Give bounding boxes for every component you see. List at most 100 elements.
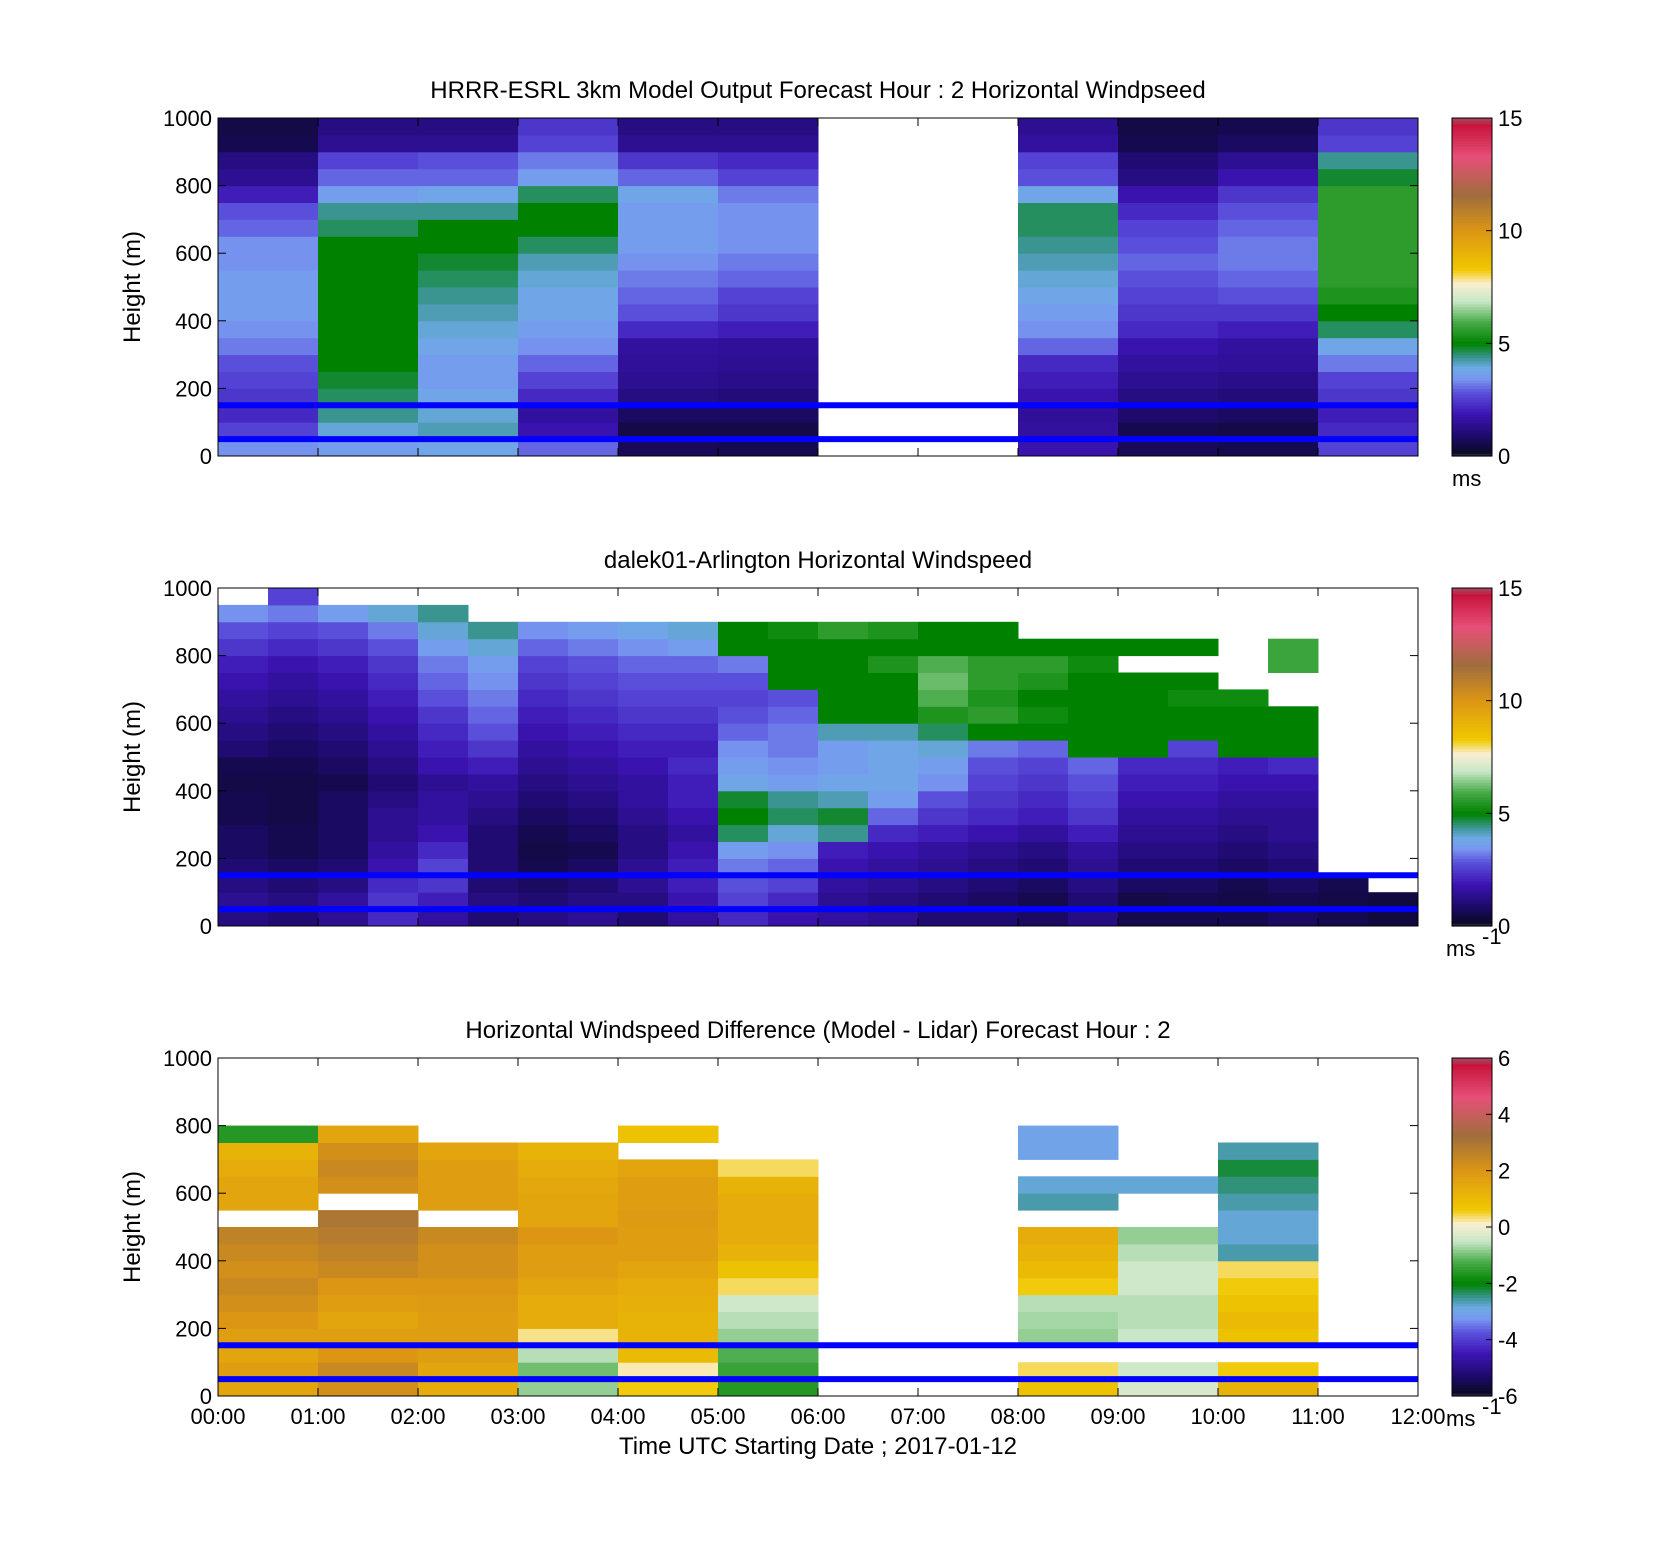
heatmap-cell — [518, 1328, 619, 1346]
colorbar-swatch — [1452, 1131, 1492, 1135]
colorbar-swatch — [1452, 903, 1492, 907]
heatmap-cell — [918, 892, 969, 910]
heatmap-cell — [718, 405, 819, 423]
colorbar-swatch — [1452, 427, 1492, 432]
colorbar-swatch — [1452, 227, 1492, 232]
colorbar-swatch — [1452, 1300, 1492, 1304]
heatmap-cell — [418, 875, 469, 893]
heatmap-cell — [718, 354, 819, 372]
heatmap-cell — [468, 655, 519, 673]
heatmap-cell — [718, 303, 819, 322]
heatmap-cells — [218, 1125, 1319, 1397]
heatmap-cell — [268, 604, 319, 623]
heatmap-cell — [1118, 371, 1219, 389]
heatmap-cell — [1018, 757, 1069, 775]
colorbar-tick-label: 0 — [1498, 914, 1510, 939]
heatmap-cell — [1068, 892, 1119, 910]
heatmap-cell — [1318, 422, 1419, 440]
heatmap-cell — [218, 1243, 319, 1262]
heatmap-cell — [468, 723, 519, 741]
colorbar-swatch — [1452, 1387, 1492, 1391]
heatmap-cell — [418, 303, 519, 322]
heatmap-cell — [1218, 790, 1269, 809]
heatmap-cell — [1018, 1227, 1119, 1245]
heatmap-cell — [318, 875, 369, 893]
colorbar-swatch — [1452, 711, 1492, 716]
heatmap-cell — [1068, 689, 1119, 707]
colorbar-swatch — [1452, 239, 1492, 243]
heatmap-cell — [568, 621, 619, 640]
colorbar-swatch — [1452, 782, 1492, 786]
colorbar-swatch — [1452, 1201, 1492, 1206]
colorbar-swatch — [1452, 396, 1492, 401]
heatmap-cell — [268, 740, 319, 758]
heatmap-cell — [1018, 706, 1069, 724]
colorbar-swatch — [1452, 1159, 1492, 1163]
heatmap-cell — [1018, 185, 1119, 203]
colorbar-swatch — [1452, 880, 1492, 885]
colorbar-swatch — [1452, 714, 1492, 719]
heatmap-cell — [1118, 1227, 1219, 1245]
colorbar-swatch — [1452, 1207, 1492, 1211]
heatmap-cell — [718, 1243, 819, 1262]
y-tick-label: 1000 — [163, 1046, 212, 1071]
heatmap-cell — [668, 672, 719, 690]
heatmap-cell — [1068, 638, 1119, 657]
colorbar-swatch — [1452, 385, 1492, 389]
heatmap-cell — [218, 1311, 319, 1329]
heatmap-cell — [518, 875, 569, 893]
colorbar-swatch — [1452, 379, 1492, 384]
heatmap-cell — [1018, 405, 1119, 423]
heatmap-cell — [218, 270, 319, 288]
y-axis-label: Height (m) — [119, 1171, 146, 1283]
colorbar-swatch — [1452, 374, 1492, 378]
heatmap-cell — [1018, 422, 1119, 440]
colorbar-swatch — [1452, 196, 1492, 201]
colorbar-swatch — [1452, 1390, 1492, 1394]
heatmap-cell — [968, 672, 1019, 690]
heatmap-cell — [718, 202, 819, 220]
heatmap-cell — [418, 723, 469, 741]
heatmap-cell — [1218, 202, 1319, 220]
heatmap-cell — [1018, 740, 1069, 758]
colorbar-swatch — [1452, 1235, 1492, 1239]
heatmap-cell — [218, 740, 269, 758]
heatmap-cell — [1318, 320, 1419, 339]
colorbar-unit-label: ms — [1446, 936, 1475, 961]
colorbar-swatch — [1452, 134, 1492, 139]
colorbar-swatch — [1452, 627, 1492, 631]
heatmap-cell — [568, 638, 619, 657]
heatmap-cell — [418, 790, 469, 809]
heatmap-cell — [1218, 337, 1319, 356]
heatmap-cell — [1318, 168, 1419, 187]
heatmap-cell — [718, 1260, 819, 1279]
heatmap-cell — [718, 219, 819, 237]
heatmap-cell — [768, 773, 819, 792]
colorbar-swatch — [1452, 433, 1492, 437]
colorbar-swatch — [1452, 1331, 1492, 1335]
heatmap-cell — [1218, 1176, 1319, 1194]
heatmap-cell — [1118, 689, 1169, 707]
heatmap-cell — [418, 253, 519, 271]
heatmap-cell — [718, 672, 769, 690]
colorbar-swatch — [1452, 604, 1492, 609]
colorbar-swatch — [1452, 165, 1492, 170]
heatmap-cell — [1168, 773, 1219, 792]
heatmap-cell — [1318, 219, 1419, 237]
colorbar-swatch — [1452, 914, 1492, 919]
heatmap-cell — [1118, 287, 1219, 305]
colorbar-swatch — [1452, 771, 1492, 775]
heatmap-cell — [1018, 236, 1119, 254]
colorbar-swatch — [1452, 895, 1492, 899]
heatmap-cell — [618, 168, 719, 187]
y-tick-label: 400 — [175, 779, 212, 804]
colorbar-swatch — [1452, 1227, 1492, 1231]
colorbar-swatch — [1452, 886, 1492, 890]
heatmap-cell — [918, 757, 969, 775]
colorbar-swatch — [1452, 1350, 1492, 1355]
heatmap-cell — [318, 621, 369, 640]
heatmap-cell — [668, 689, 719, 707]
heatmap-cell — [1168, 706, 1219, 724]
heatmap-cell — [418, 841, 469, 859]
